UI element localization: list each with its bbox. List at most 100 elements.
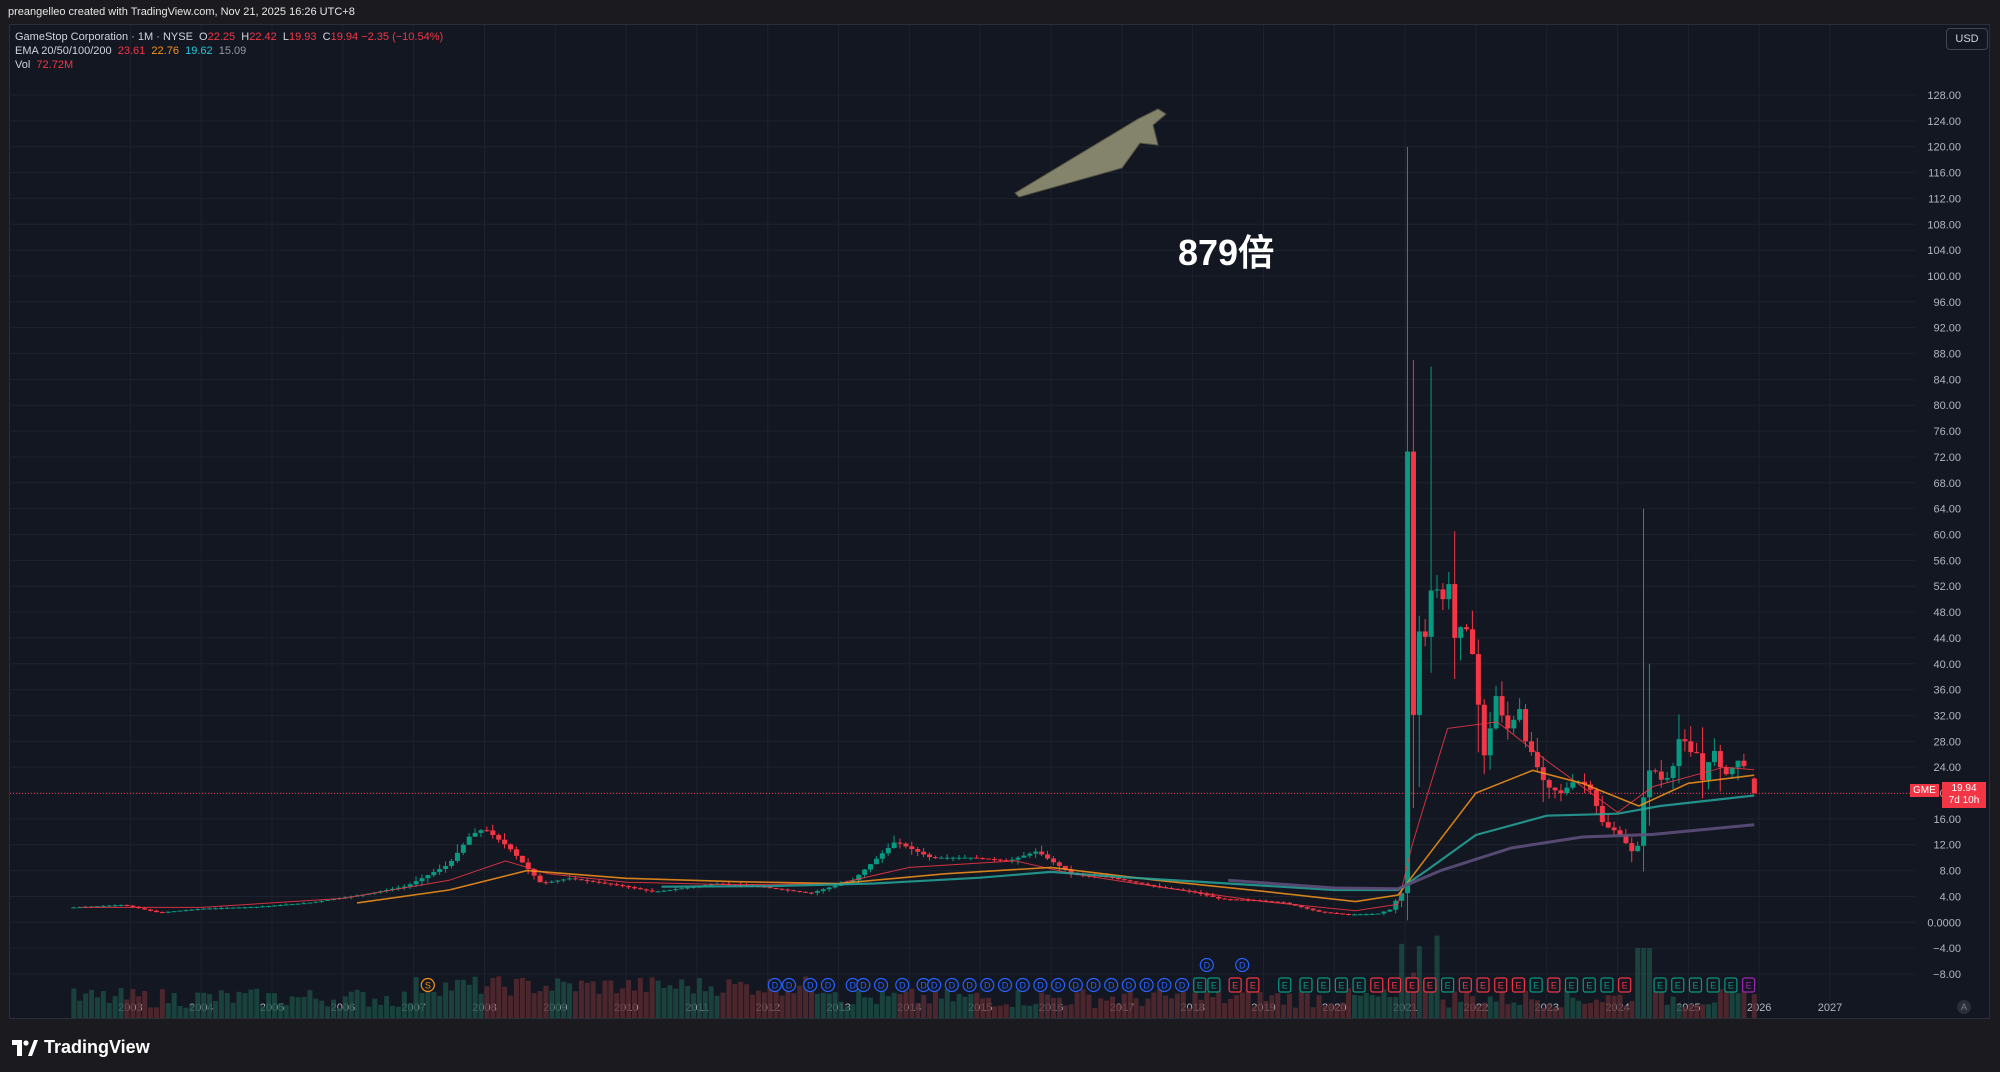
earnings-marker-beat-letter: E [1657, 981, 1663, 991]
candle-body [897, 842, 903, 844]
candle-body [868, 864, 874, 870]
candle-body [425, 875, 431, 879]
candle-body [1121, 879, 1127, 881]
dividend-marker-letter: D [772, 981, 779, 991]
volume-bar [1104, 1000, 1110, 1018]
candle-body [130, 905, 136, 907]
candle-body [850, 880, 856, 883]
volume-bar [153, 1007, 159, 1018]
earnings-marker-beat-letter: E [1282, 981, 1288, 991]
dividend-marker-upper [1199, 957, 1214, 973]
currency-button[interactable]: USD [1946, 28, 1988, 50]
candle-body [797, 891, 803, 893]
volume-bar [142, 991, 148, 1018]
y-tick-label: 100.00 [1927, 271, 1961, 283]
y-tick-label: 56.00 [1933, 555, 1961, 567]
y-tick-label: 0.0000 [1927, 917, 1961, 929]
volume-bar [1056, 997, 1062, 1018]
candle-body [1304, 907, 1310, 909]
volume-bar [378, 1004, 384, 1018]
volume-bar [496, 976, 502, 1018]
candle-body [803, 891, 809, 893]
symbol-label[interactable]: GameStop Corporation · 1M · NYSE [15, 31, 193, 43]
volume-bar [1346, 988, 1352, 1018]
y-tick-label: 8.00 [1940, 866, 1961, 878]
candle-body [183, 910, 189, 912]
volume-bar [189, 1004, 195, 1018]
last-price-value: 19.94 [1951, 783, 1977, 794]
volume-bar [761, 992, 767, 1018]
candle-body [820, 889, 826, 892]
annotation-text[interactable]: 879倍 [1178, 232, 1275, 273]
volume-bar [207, 994, 213, 1018]
volume-bar [696, 978, 702, 1018]
volume-bar [1074, 992, 1080, 1018]
candle-body [1410, 451, 1416, 715]
auto-scale-button[interactable]: A [1957, 1000, 1971, 1014]
chart-frame[interactable]: 128.00 124.00 120.00 116.00 112.00 108.00 104.… [9, 24, 1990, 1019]
candle-body [980, 857, 986, 859]
tradingview-logo[interactable]: TradingView [12, 1037, 150, 1058]
volume-label[interactable]: Vol [15, 59, 31, 71]
events-layer: D D D D D D D D D D D D D D D D D D D D D D D DD DS E E E E E E E E E E E E E… [420, 957, 1756, 993]
candle-body [1033, 851, 1039, 854]
volume-bar [690, 993, 696, 1018]
ema-label[interactable]: EMA 20/50/100/200 [15, 45, 112, 57]
volume-bar [785, 989, 791, 1018]
candle-body [1050, 858, 1056, 863]
candle-body [1068, 869, 1074, 874]
candle-body [1440, 589, 1446, 600]
candle-body [1735, 760, 1741, 768]
dividend-marker [856, 977, 871, 993]
volume-bar [584, 982, 590, 1018]
earnings-marker-beat-letter: E [1197, 981, 1203, 991]
volume-bar [508, 995, 514, 1018]
earnings-marker-beat-letter: E [1675, 981, 1681, 991]
ema-line-ema50 [356, 769, 1755, 904]
dividend-marker-upper [1235, 957, 1250, 973]
earnings-marker-beat-letter: E [1321, 981, 1327, 991]
earnings-marker-beat-letter: E [1356, 981, 1362, 991]
candle-body [826, 887, 832, 890]
volume-bar [1121, 993, 1127, 1018]
candle-body [319, 900, 325, 902]
volume-bar [620, 988, 626, 1018]
candle-body [395, 887, 401, 889]
price-chart[interactable]: 128.00 124.00 120.00 116.00 112.00 108.00 104.… [10, 25, 1989, 1018]
volume-bar [313, 998, 319, 1018]
candle-body [1729, 767, 1735, 775]
candle-body [301, 903, 307, 905]
y-tick-label: 76.00 [1933, 426, 1961, 438]
y-tick-label: −4.00 [1933, 943, 1961, 955]
candle-body [567, 878, 573, 880]
candle-body [496, 835, 502, 840]
dividend-marker [781, 977, 797, 993]
candle-body [968, 857, 974, 859]
dividend-marker-letter: D [1073, 981, 1080, 991]
candle-body [602, 882, 608, 884]
volume-bar [1245, 989, 1251, 1018]
volume-bar [1599, 1002, 1605, 1018]
earnings-marker-miss-letter: E [1462, 981, 1468, 991]
candle-body [962, 857, 968, 859]
volume-bar [1080, 989, 1086, 1018]
volume-bar [1357, 995, 1363, 1018]
volume-bar [602, 980, 608, 1018]
candle-body [1546, 780, 1552, 788]
candle-body [1741, 760, 1747, 767]
volume-bar [1198, 999, 1204, 1018]
volume-bar [1204, 992, 1210, 1018]
volume-bar [502, 986, 508, 1018]
dividend-marker-letter: D [1090, 981, 1097, 991]
volume-bar [1216, 990, 1222, 1018]
candle-body [1623, 835, 1629, 844]
volume-bar [1239, 992, 1245, 1018]
volume-bar [1045, 994, 1051, 1018]
bottom-bar [0, 1020, 2000, 1072]
volume-bar [1717, 989, 1723, 1018]
earnings-marker-beat [1278, 977, 1292, 993]
volume-bar [997, 1005, 1003, 1018]
volume-bar [1605, 995, 1611, 1018]
dividend-marker [1121, 977, 1137, 993]
candle-body [1298, 905, 1304, 908]
